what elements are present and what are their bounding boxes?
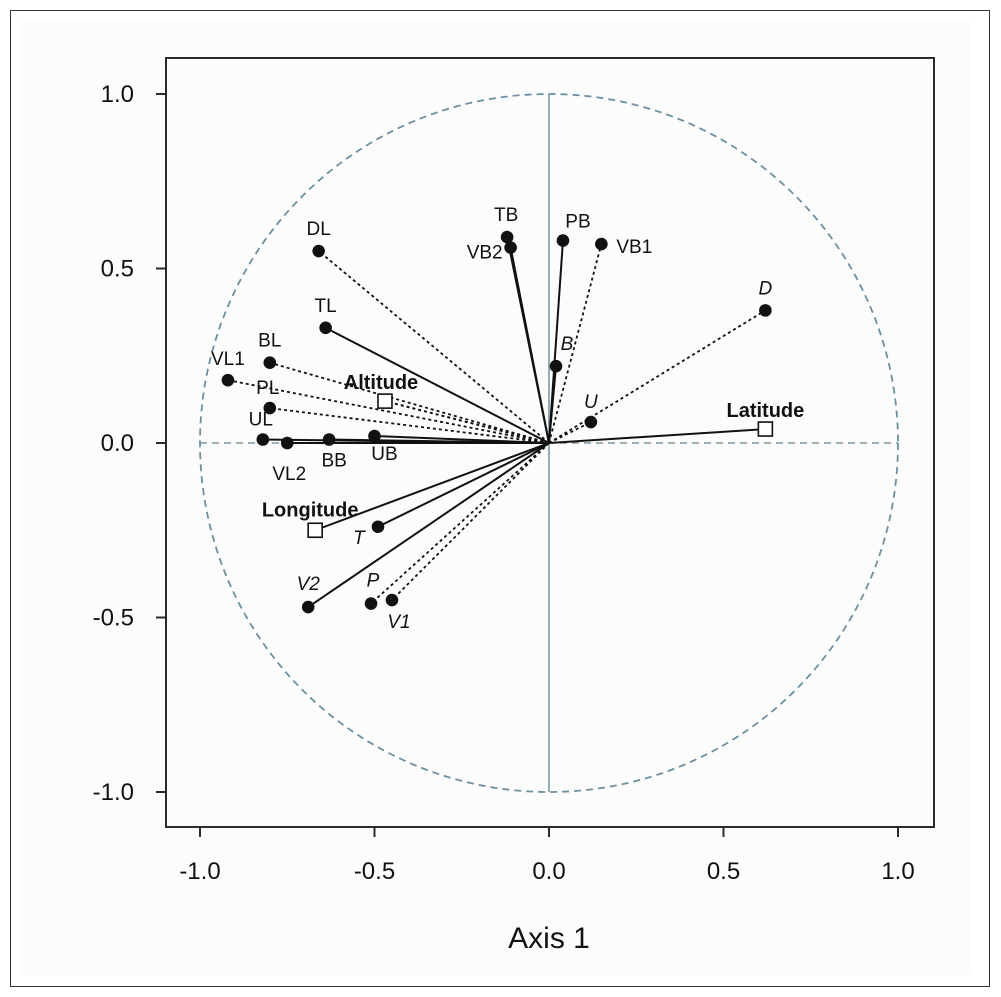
vector-vl1 — [227, 379, 550, 444]
env-marker-altitude — [377, 393, 393, 409]
point-dl — [312, 244, 325, 258]
point-b — [549, 359, 563, 373]
label-tb: TB — [494, 205, 518, 226]
label-ul: UL — [249, 410, 273, 431]
label-d: D — [759, 278, 773, 299]
y-tick-label: 1.0 — [101, 81, 134, 108]
point-ul — [256, 433, 270, 446]
x-tick-label: 1.0 — [881, 858, 914, 885]
point-pl — [263, 401, 277, 415]
vectors-layer — [227, 236, 766, 608]
ticks-layer: -1.0 -0.5 0.0 0.5 1.0 1.0 0.5 0.0 -0.5 -1.0 — [93, 81, 915, 885]
x-tick-label: -0.5 — [354, 858, 395, 885]
points-layer — [221, 230, 774, 614]
y-tick-label: 0.5 — [101, 256, 134, 283]
env-label-altitude: Altitude — [344, 372, 418, 394]
point-u — [584, 415, 598, 429]
label-tl: TL — [315, 296, 337, 317]
label-pl: PL — [256, 378, 279, 399]
label-u: U — [584, 392, 598, 413]
label-t: T — [353, 528, 366, 549]
label-v1: V1 — [387, 612, 410, 633]
vector-d — [548, 309, 766, 444]
point-v1 — [385, 593, 399, 607]
label-vb1: VB1 — [616, 237, 652, 258]
vector-tl — [325, 326, 550, 444]
figure-background — [20, 20, 970, 975]
y-tick-label: -1.0 — [93, 779, 134, 806]
point-pb — [556, 234, 570, 247]
env-label-latitude: Latitude — [726, 400, 804, 422]
label-p: P — [367, 571, 380, 592]
vector-b — [548, 366, 557, 444]
vector-p — [370, 442, 550, 605]
label-dl: DL — [307, 219, 331, 240]
label-vl1: VL1 — [211, 349, 245, 370]
vector-vb1 — [548, 243, 603, 444]
point-vb1 — [595, 237, 608, 251]
vector-bl — [269, 361, 550, 444]
label-bl: BL — [258, 331, 281, 352]
label-ub: UB — [371, 444, 397, 465]
point-vl1 — [221, 373, 235, 387]
point-tb — [500, 230, 514, 244]
label-b: B — [561, 334, 574, 355]
point-ub — [368, 429, 381, 443]
y-tick-label: 0.0 — [101, 430, 134, 457]
env-marker-longitude — [307, 522, 323, 539]
point-d — [759, 304, 772, 317]
x-tick-label: -1.0 — [179, 858, 220, 885]
labels-layer: DL TL BL VL1 PL UL VL2 BB UB TB VB2 PB VB1 B U D T V2 P V1 A… — [211, 205, 804, 633]
point-v2 — [301, 600, 315, 614]
vector-v2 — [307, 442, 550, 608]
point-bb — [322, 433, 336, 446]
label-vl2: VL2 — [272, 464, 306, 485]
point-p — [364, 597, 378, 610]
x-tick-label: 0.0 — [532, 858, 565, 885]
env-vector-longitude — [314, 442, 550, 532]
vector-ub — [374, 435, 550, 444]
vector-pl — [269, 407, 550, 444]
label-v2: V2 — [297, 574, 321, 595]
env-vector-latitude — [548, 428, 766, 444]
label-vb2: VB2 — [467, 243, 503, 264]
point-bl — [263, 356, 277, 370]
label-pb: PB — [565, 212, 590, 233]
x-tick-label: 0.5 — [707, 858, 740, 885]
y-tick-label: -0.5 — [93, 605, 134, 632]
env-vector-altitude — [384, 400, 550, 444]
vector-vb2 — [509, 247, 550, 444]
env-marker-latitude — [757, 421, 774, 437]
point-vb2 — [504, 241, 517, 254]
point-vl2 — [280, 436, 294, 450]
x-axis-title: Axis 1 — [508, 922, 590, 955]
label-bb: BB — [321, 451, 346, 472]
vector-dl — [318, 250, 550, 444]
vector-t — [377, 442, 550, 528]
point-t — [371, 520, 385, 534]
env-label-longitude: Longitude — [262, 499, 359, 521]
point-tl — [319, 321, 332, 335]
vector-v1 — [391, 442, 550, 601]
